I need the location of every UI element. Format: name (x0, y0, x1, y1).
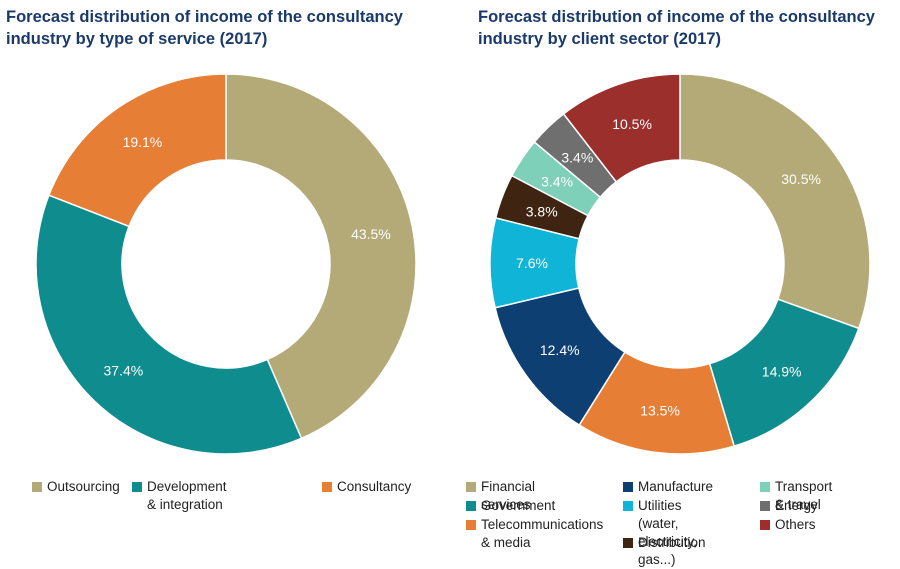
legend-label: Outsourcing (47, 479, 120, 494)
legend-swatch (760, 482, 770, 492)
legend-swatch (132, 482, 142, 492)
data-label-transport-travel: 3.4% (541, 174, 573, 190)
data-label-utilities-water-electricity-gas: 7.6% (516, 255, 548, 271)
slice-financial-services (679, 73, 871, 330)
legend-label: Energy (775, 498, 818, 513)
legend-label: Transport & travel (775, 479, 833, 512)
slice-outsourcing (225, 73, 417, 440)
data-label-distribution: 3.8% (526, 203, 558, 219)
data-label-outsourcing: 43.5% (351, 226, 391, 242)
donut-chart-client-sector: 30.5% 14.9% 13.5% 12.4% 7.6% 3.8% 3.4% 3.4% 10.5… (489, 73, 871, 455)
data-label-manufacture: 12.4% (540, 342, 580, 358)
legend-swatch (760, 501, 770, 511)
legend-label: Government (481, 498, 556, 513)
legend-swatch (466, 520, 476, 530)
chart-title: Forecast distribution of income of the c… (478, 8, 875, 48)
legend-label: Manufacture (638, 479, 714, 494)
data-label-development-integration: 37.4% (103, 363, 143, 379)
data-label-government: 14.9% (762, 364, 802, 380)
legend-swatch (322, 482, 332, 492)
chart-title: Forecast distribution of income of the c… (6, 8, 403, 48)
legend-swatch (466, 482, 476, 492)
legend-label: Telecommunications & media (481, 517, 604, 550)
legend-swatch (623, 482, 633, 492)
data-label-telecommunications-media: 13.5% (640, 403, 680, 419)
legend-label: Consultancy (337, 479, 412, 494)
legend-swatch (466, 501, 476, 511)
legend-label: Financial services (481, 479, 536, 512)
legend-swatch (623, 538, 633, 548)
legend-label: Distribution (638, 535, 706, 550)
data-label-consultancy: 19.1% (123, 134, 163, 150)
legend-swatch (623, 501, 633, 511)
legend-label: Development & integration (147, 479, 227, 512)
data-label-energy: 3.4% (561, 149, 593, 165)
slice-development-integration (35, 194, 303, 455)
legend-label: Others (775, 517, 816, 532)
legend-swatch (760, 520, 770, 530)
slice-others (562, 73, 681, 183)
chart-panel-client-sector: Forecast distribution of income of the c… (450, 0, 900, 567)
legend-swatch (32, 482, 42, 492)
data-label-others: 10.5% (612, 116, 652, 132)
slice-consultancy (47, 73, 227, 228)
data-label-financial-services: 30.5% (781, 171, 821, 187)
legend-label: Utilities (water, electricity, gas...) (638, 498, 698, 567)
chart-panel-service-type: Forecast distribution of income of the c… (0, 0, 450, 554)
donut-chart-service-type: 43.5% 37.4% 19.1% (35, 73, 417, 455)
